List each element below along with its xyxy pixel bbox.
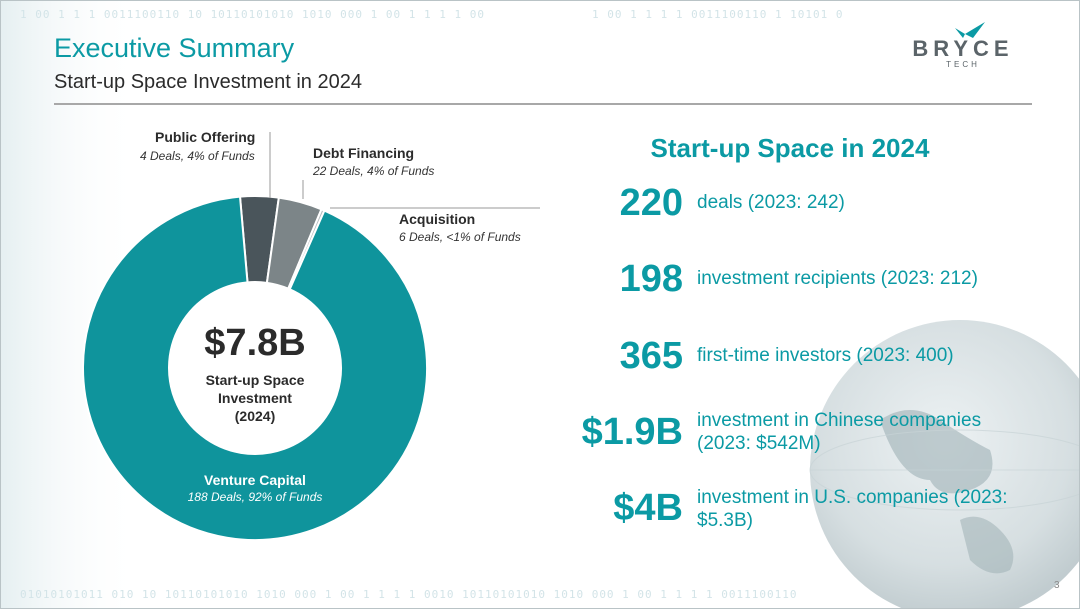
detail-venture-capital: 188 Deals, 92% of Funds — [187, 490, 323, 504]
logo-wordmark: BRYCE — [912, 36, 1014, 61]
stat-us-text: investment in U.S. companies (2023: $5.3… — [697, 487, 1008, 531]
detail-debt-financing: 22 Deals, 4% of Funds — [313, 164, 435, 178]
stat-chinese-value: $1.9B — [581, 411, 683, 453]
detail-public-offering: 4 Deals, 4% of Funds — [140, 149, 255, 163]
label-acquisition: Acquisition — [399, 211, 476, 227]
detail-acquisition: 6 Deals, <1% of Funds — [399, 230, 521, 244]
bryce-tech-logo: BRYCE TECH — [893, 20, 1033, 70]
binary-text-top-left: 1 00 1 1 1 0011100110 10 10110101010 101… — [20, 8, 485, 21]
stat-investors-value: 365 — [619, 335, 683, 377]
center-caption-line-3: (2024) — [234, 408, 276, 424]
stat-deals-text: deals (2023: 242) — [697, 192, 845, 213]
donut-total-value: $7.8B — [204, 322, 306, 364]
stat-us-value: $4B — [613, 487, 683, 529]
logo-subtext: TECH — [946, 60, 980, 69]
label-venture-capital: Venture Capital — [204, 472, 306, 488]
binary-text-bottom: 01010101011 010 10 10110101010 1010 000 … — [20, 588, 798, 601]
stat-deals-value: 220 — [619, 182, 683, 224]
stat-recipients-value: 198 — [619, 258, 683, 300]
donut-slice-venture-capital — [82, 195, 428, 541]
center-caption-line-2: Investment — [218, 390, 292, 406]
stats-title: Start-up Space in 2024 — [650, 133, 930, 163]
page-title: Executive Summary — [54, 33, 295, 63]
label-debt-financing: Debt Financing — [313, 145, 415, 161]
header-divider — [54, 103, 1032, 105]
page-number: 3 — [1054, 580, 1060, 591]
donut-center-caption: Start-up Space Investment (2024) — [175, 371, 335, 425]
binary-text-top-right: 1 00 1 1 1 1 0011100110 1 10101 0 — [592, 8, 844, 21]
label-public-offering: Public Offering — [155, 129, 256, 145]
page-subtitle: Start-up Space Investment in 2024 — [54, 71, 362, 93]
stat-recipients-text: investment recipients (2023: 212) — [697, 268, 978, 289]
stat-investors-text: first-time investors (2023: 400) — [697, 345, 954, 366]
donut-chart — [82, 132, 540, 541]
center-caption-line-1: Start-up Space — [205, 372, 305, 388]
stat-chinese-text: investment in Chinese companies (2023: $… — [697, 410, 982, 454]
logo-chevron-icon — [955, 22, 985, 38]
